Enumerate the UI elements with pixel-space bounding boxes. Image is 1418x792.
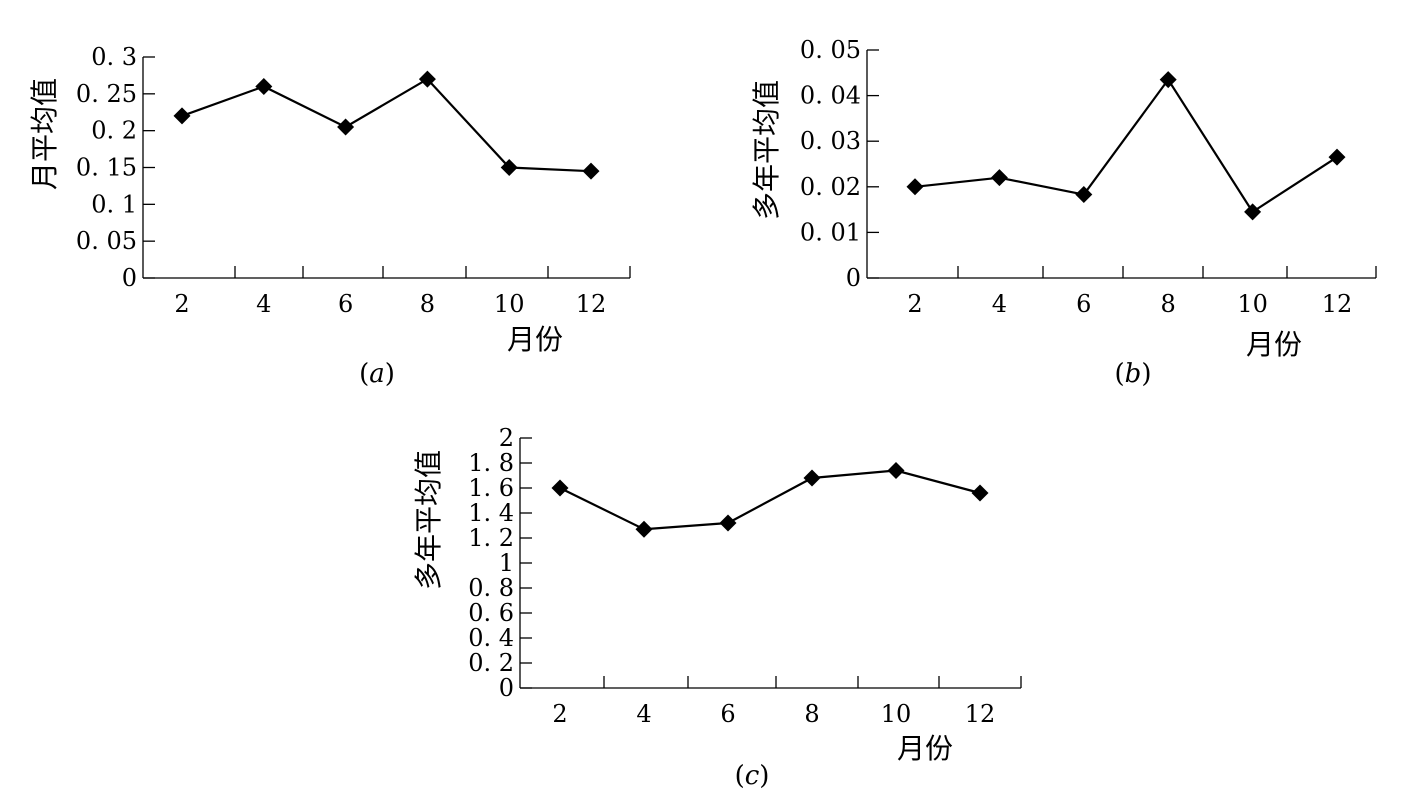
y-tick-label: 0. 04 <box>800 82 861 110</box>
data-point-marker <box>635 520 653 538</box>
y-tick-label: 1 <box>499 549 514 577</box>
x-tick-label: 8 <box>420 290 435 318</box>
y-tick-label: 1. 8 <box>468 449 514 477</box>
data-point-marker <box>1244 203 1262 221</box>
y-tick-label: 0. 01 <box>800 218 861 246</box>
y-tick-label: 0 <box>846 264 861 292</box>
series-group <box>551 462 989 538</box>
x-tick-label: 8 <box>1161 290 1176 318</box>
y-tick-labels: 00. 20. 40. 60. 811. 21. 41. 61. 82 <box>468 424 532 702</box>
x-tick-label: 10 <box>1237 290 1268 318</box>
y-tick-label: 1. 6 <box>468 474 514 502</box>
data-point-marker <box>1159 71 1177 89</box>
x-tick-labels: 2 4 6 8 10 12 <box>552 700 995 728</box>
data-point-marker <box>990 169 1008 187</box>
axes <box>142 57 631 279</box>
y-axis-label: 多年平均值 <box>412 450 445 590</box>
series-line <box>559 469 981 531</box>
x-tick-label: 10 <box>494 290 525 318</box>
data-point-marker <box>719 514 737 532</box>
x-tick-label: 6 <box>1076 290 1091 318</box>
data-point-marker <box>173 107 191 125</box>
x-tick-labels: 2 4 6 8 10 12 <box>174 290 606 318</box>
panel-caption: (a) <box>359 359 395 389</box>
y-tick-label: 0. 4 <box>468 624 514 652</box>
x-axis-label: 月份 <box>507 323 563 356</box>
x-tick-labels: 2 4 6 8 10 12 <box>907 290 1352 318</box>
x-tick-label: 8 <box>804 700 819 728</box>
x-tick-label: 6 <box>338 290 353 318</box>
x-tick-label: 4 <box>992 290 1007 318</box>
y-tick-labels: 0 0. 01 0. 02 0. 03 0. 04 0. 05 <box>800 36 879 292</box>
y-tick-label: 1. 2 <box>468 524 514 552</box>
y-tick-label: 0. 2 <box>91 117 137 145</box>
data-point-marker <box>971 484 989 502</box>
y-tick-label: 0. 03 <box>800 127 861 155</box>
y-axis-label: 月平均值 <box>28 78 61 190</box>
x-axis-label: 月份 <box>1246 328 1302 361</box>
x-tick-label: 2 <box>552 700 567 728</box>
data-point-marker <box>500 159 518 176</box>
x-tick-label: 2 <box>174 290 189 318</box>
data-point-marker <box>906 178 924 196</box>
caption-letter: a <box>369 359 385 389</box>
data-point-marker <box>1328 148 1346 166</box>
y-tick-label: 0 <box>499 674 514 702</box>
y-tick-label: 1. 4 <box>468 499 514 527</box>
y-tick-label: 2 <box>499 424 514 452</box>
data-point-marker <box>582 162 600 180</box>
y-tick-label: 0. 1 <box>91 190 137 218</box>
x-tick-label: 6 <box>720 700 735 728</box>
x-tick-label: 12 <box>576 290 607 318</box>
x-tick-label: 4 <box>636 700 651 728</box>
y-tick-label: 0. 3 <box>91 43 137 71</box>
axes <box>866 50 1377 279</box>
x-tick-label: 4 <box>256 290 271 318</box>
x-tick-label: 12 <box>1322 290 1353 318</box>
data-point-marker <box>551 479 569 497</box>
x-tick-label: 12 <box>965 700 996 728</box>
data-point-marker <box>418 70 436 88</box>
y-tick-label: 0. 15 <box>76 154 137 182</box>
data-point-marker <box>337 118 355 136</box>
series-group <box>173 70 600 180</box>
series-line <box>181 77 592 173</box>
x-tick-label: 10 <box>881 700 912 728</box>
data-point-marker <box>887 462 905 479</box>
axes <box>519 438 1022 689</box>
caption-letter: c <box>745 761 760 791</box>
data-point-marker <box>1075 186 1093 204</box>
x-axis-label: 月份 <box>897 732 953 765</box>
y-tick-label: 0. 05 <box>800 36 861 64</box>
chart-panel-b: 0 0. 01 0. 02 0. 03 0. 04 0. 05 2 4 6 8 10 12 多年平均… <box>750 36 1377 389</box>
caption-letter: b <box>1125 359 1142 389</box>
y-tick-label: 0 <box>122 264 137 292</box>
panel-caption: (c) <box>735 761 770 791</box>
y-tick-label: 0. 25 <box>76 80 137 108</box>
y-tick-label: 0. 6 <box>468 599 514 627</box>
series-group <box>906 71 1346 221</box>
chart-panel-a: 0 0. 05 0. 1 0. 15 0. 2 0. 25 0. 3 2 4 6 8 10 12 月平… <box>28 43 631 389</box>
series-line <box>914 77 1338 214</box>
y-tick-labels: 0 0. 05 0. 1 0. 15 0. 2 0. 25 0. 3 <box>76 43 155 292</box>
data-point-marker <box>255 77 273 95</box>
panel-caption: (b) <box>1115 359 1152 389</box>
y-tick-label: 0. 02 <box>800 173 861 201</box>
y-tick-label: 0. 2 <box>468 649 514 677</box>
x-tick-label: 2 <box>907 290 922 318</box>
y-tick-label: 0. 8 <box>468 574 514 602</box>
data-point-marker <box>803 469 821 487</box>
y-axis-label: 多年平均值 <box>750 80 783 220</box>
y-tick-label: 0. 05 <box>76 227 137 255</box>
